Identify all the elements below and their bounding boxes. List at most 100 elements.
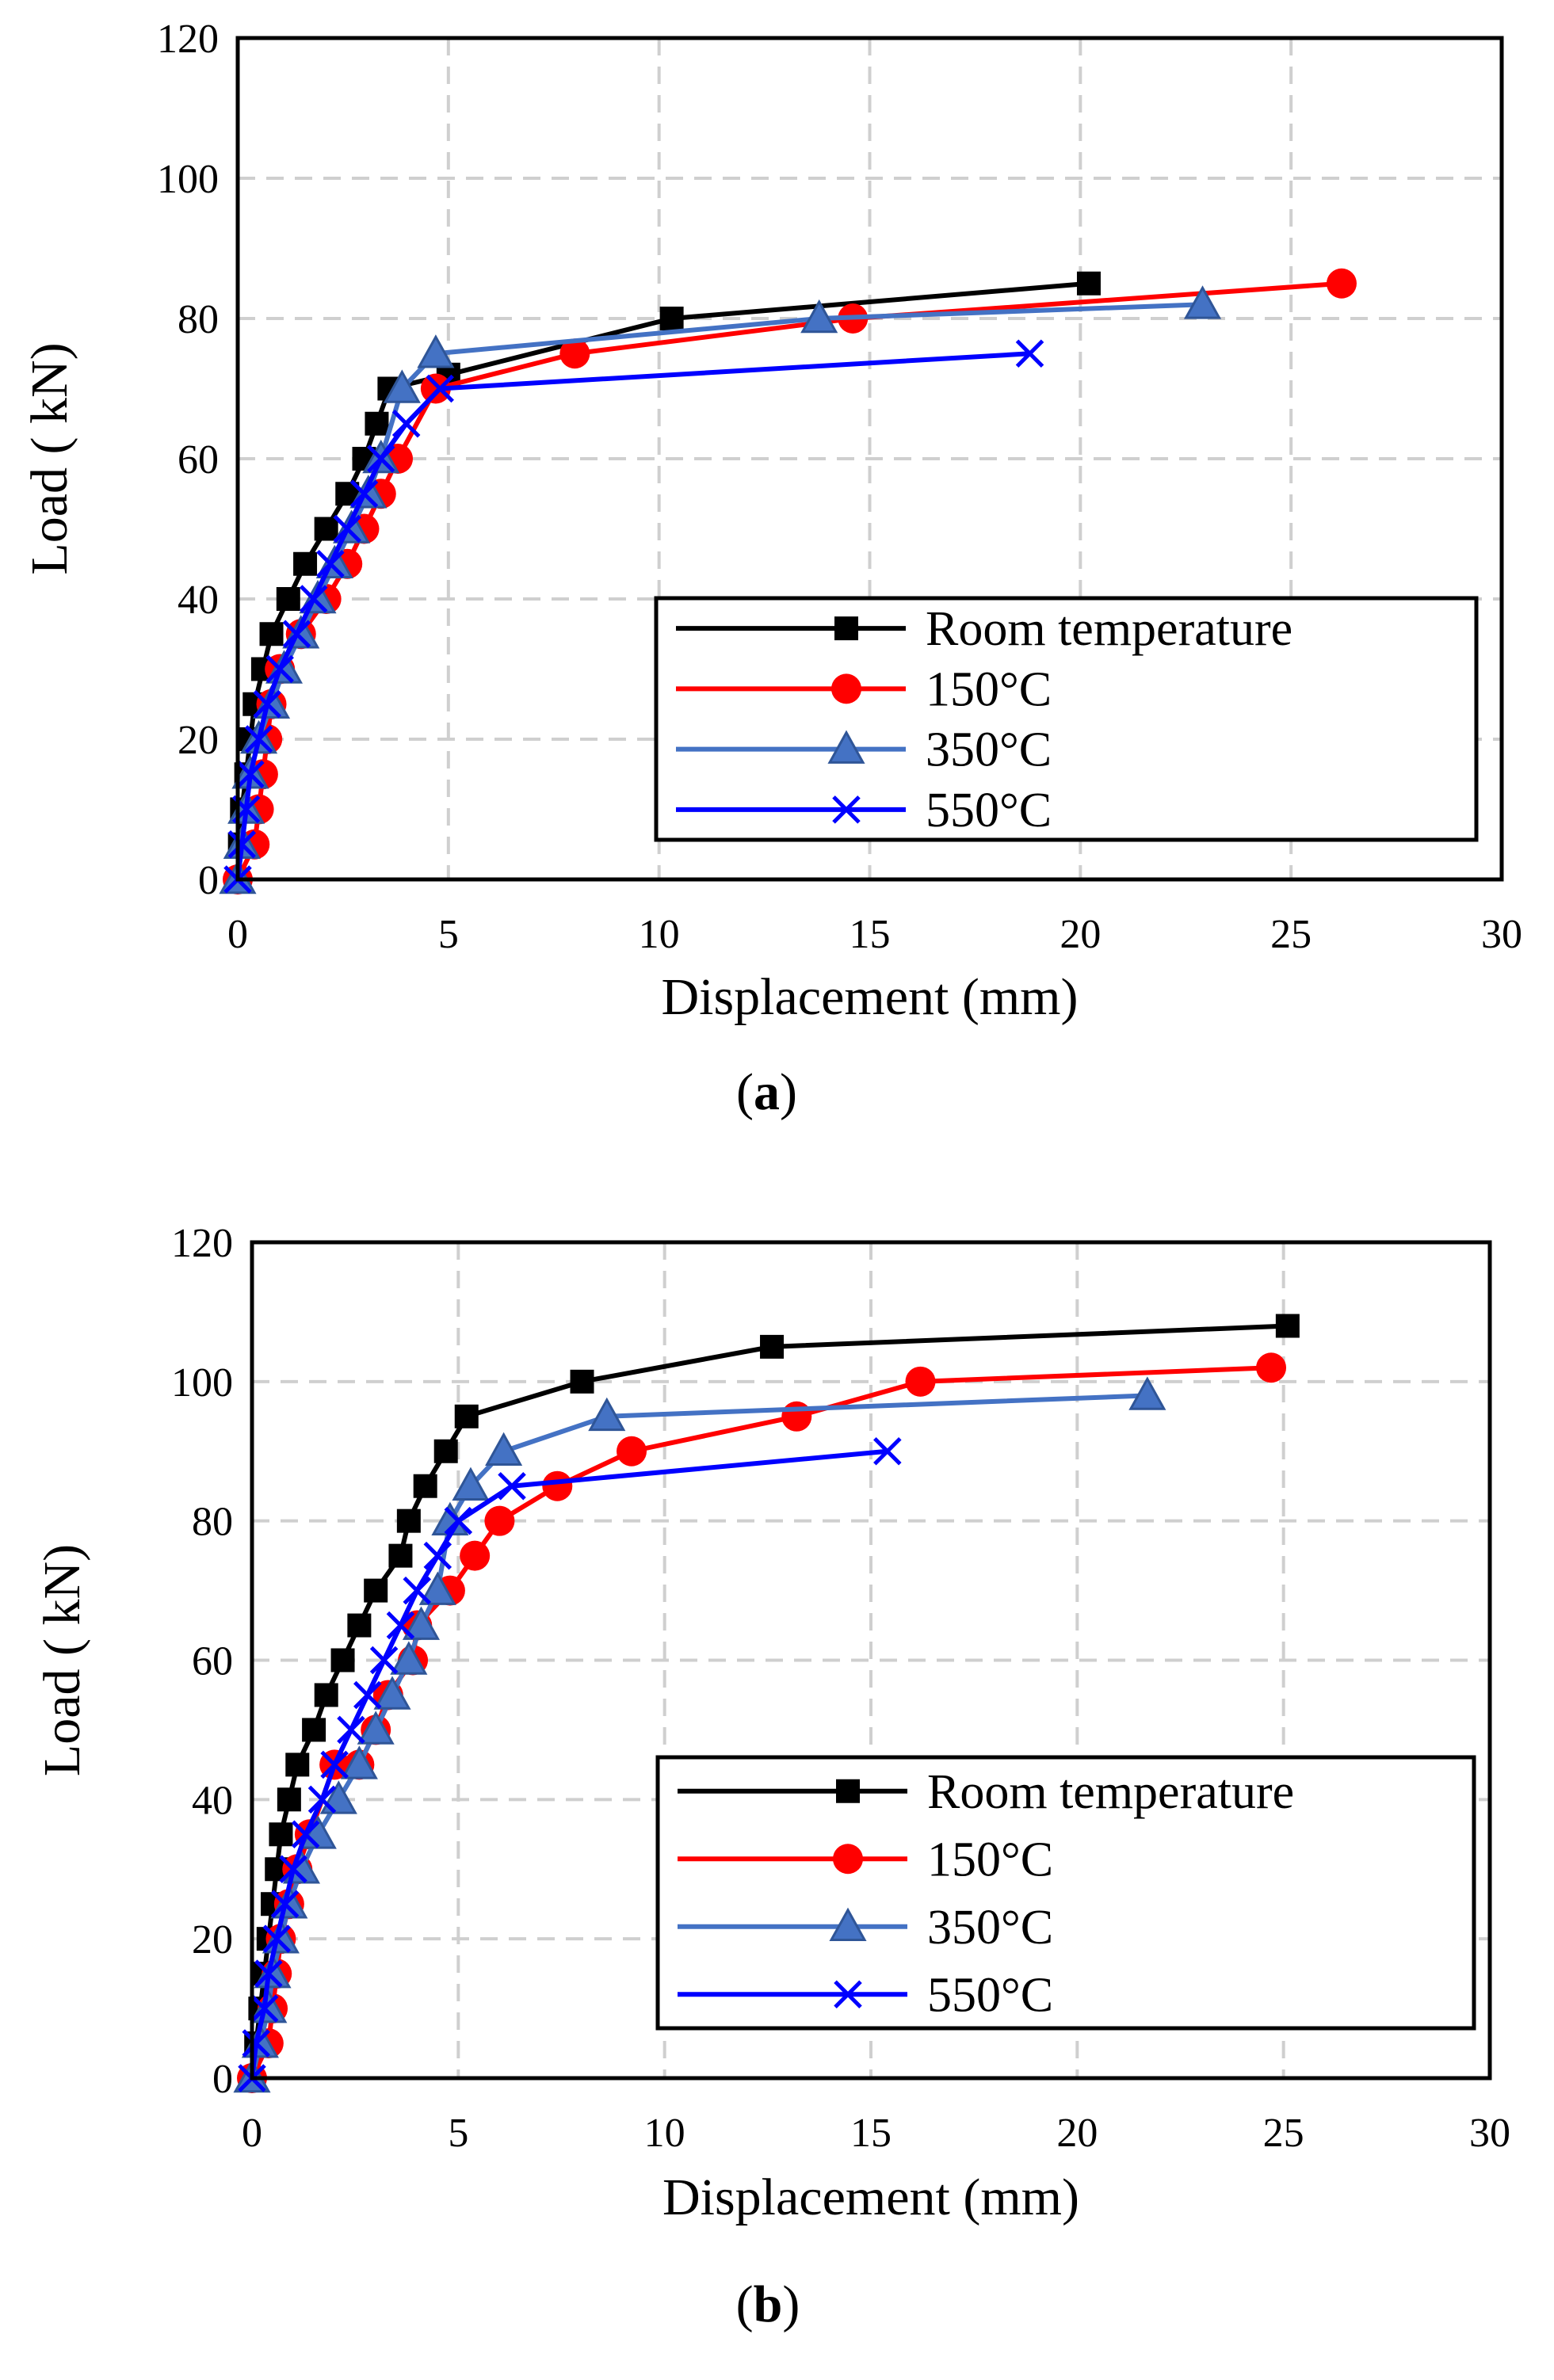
- x-tick-label: 10: [644, 2111, 685, 2156]
- x-tick-label: 15: [850, 2111, 892, 2156]
- legend-item-550c: 550°C: [678, 1968, 1053, 2022]
- legend-item-350c: 350°C: [676, 723, 1052, 777]
- data-point: [262, 1924, 292, 1953]
- chart-panel-a: 0 5 10 15 20 25 30 0 20 40 60 80 100 120 Displacement …: [21, 17, 1522, 1121]
- data-point: [460, 1540, 491, 1571]
- data-point: [369, 1646, 399, 1675]
- data-point: [242, 2029, 270, 2058]
- x-axis-title: Displacement (mm): [661, 968, 1078, 1026]
- data-point: [1076, 271, 1101, 296]
- data-point: [265, 654, 294, 684]
- data-point: [299, 585, 328, 613]
- data-point: [279, 1855, 307, 1884]
- data-point: [366, 444, 395, 473]
- y-tick-label: 80: [192, 1500, 233, 1545]
- data-point: [250, 1994, 279, 2023]
- data-point: [433, 1439, 458, 1463]
- data-point: [386, 1611, 415, 1640]
- legend-marker: [834, 616, 858, 641]
- legend-box: [655, 1755, 1476, 2031]
- data-point: [357, 1711, 395, 1745]
- data-point: [588, 1397, 626, 1432]
- data-point: [396, 1508, 421, 1533]
- data-point: [365, 411, 389, 436]
- data-point: [760, 1334, 785, 1359]
- data-point: [244, 725, 273, 753]
- legend-item-room-temperature: Room temperature: [676, 602, 1292, 656]
- data-point: [314, 1683, 338, 1707]
- data-point: [353, 1680, 382, 1710]
- data-point: [570, 1369, 594, 1394]
- data-point: [330, 1648, 355, 1672]
- x-tick-label: 0: [227, 912, 248, 957]
- data-point: [276, 587, 300, 611]
- legend-marker: [831, 673, 861, 704]
- x-tick-label: 5: [448, 2111, 468, 2156]
- data-point: [559, 338, 590, 369]
- y-tick-label: 40: [192, 1778, 233, 1823]
- data-point: [333, 514, 362, 544]
- panel-label-letter: a: [754, 1063, 780, 1121]
- data-point: [253, 689, 281, 719]
- y-axis-title: Load ( kN): [21, 342, 78, 574]
- data-point: [452, 1467, 490, 1501]
- data-point: [314, 517, 338, 541]
- y-tick-label: 0: [198, 858, 219, 903]
- data-point: [1183, 285, 1222, 319]
- data-point: [418, 1571, 456, 1605]
- data-point: [337, 1715, 365, 1745]
- legend-item-room-temperature: Room temperature: [678, 1765, 1294, 1819]
- data-point: [340, 1745, 378, 1779]
- y-tick-label: 60: [178, 437, 219, 482]
- series-550c: [238, 1436, 902, 2092]
- legend-item-150c: 150°C: [678, 1833, 1053, 1886]
- data-point: [1326, 268, 1357, 299]
- data-point: [905, 1366, 936, 1397]
- data-point: [485, 1432, 523, 1467]
- data-point: [254, 1959, 283, 1988]
- data-point: [383, 369, 421, 403]
- y-tick-label: 20: [178, 718, 219, 763]
- data-point: [285, 1753, 310, 1777]
- panel-label-letter: b: [754, 2275, 783, 2333]
- legend-label: 550°C: [927, 1968, 1053, 2022]
- legend-marker: [829, 1907, 867, 1942]
- data-point: [307, 1785, 337, 1814]
- data-point: [227, 830, 257, 859]
- legend-marker: [827, 730, 865, 764]
- data-point: [420, 373, 451, 404]
- data-point: [659, 307, 684, 330]
- data-point: [302, 1718, 326, 1742]
- panel-label: (b): [736, 2275, 800, 2333]
- legend-marker: [836, 1779, 860, 1803]
- y-tick-label: 40: [178, 578, 219, 623]
- data-point: [403, 1576, 432, 1605]
- data-point: [800, 299, 838, 334]
- legend-label: 350°C: [927, 1901, 1053, 1955]
- data-point: [1275, 1314, 1300, 1338]
- data-point: [1128, 1376, 1166, 1410]
- data-point: [426, 374, 454, 403]
- data-point: [402, 1606, 441, 1640]
- y-tick-label: 80: [178, 297, 219, 342]
- data-point: [498, 1471, 526, 1501]
- x-tick-label: 5: [438, 912, 459, 957]
- data-point: [1015, 339, 1044, 368]
- data-point: [373, 1676, 411, 1710]
- data-point: [269, 1822, 293, 1847]
- data-point: [454, 1404, 479, 1428]
- data-point: [423, 1541, 452, 1570]
- data-point: [349, 479, 379, 509]
- data-point: [781, 1401, 812, 1432]
- y-tick-label: 20: [192, 1917, 233, 1962]
- plot-frame: [250, 1240, 1492, 2081]
- x-tick-label: 30: [1481, 912, 1522, 957]
- data-point: [542, 1470, 573, 1501]
- plot-frame: [235, 36, 1504, 882]
- y-tick-label: 120: [171, 1221, 233, 1266]
- data-point: [388, 1543, 413, 1568]
- legend-marker: [833, 1844, 863, 1875]
- x-tick-label: 30: [1469, 2111, 1510, 2156]
- data-point: [277, 1787, 301, 1812]
